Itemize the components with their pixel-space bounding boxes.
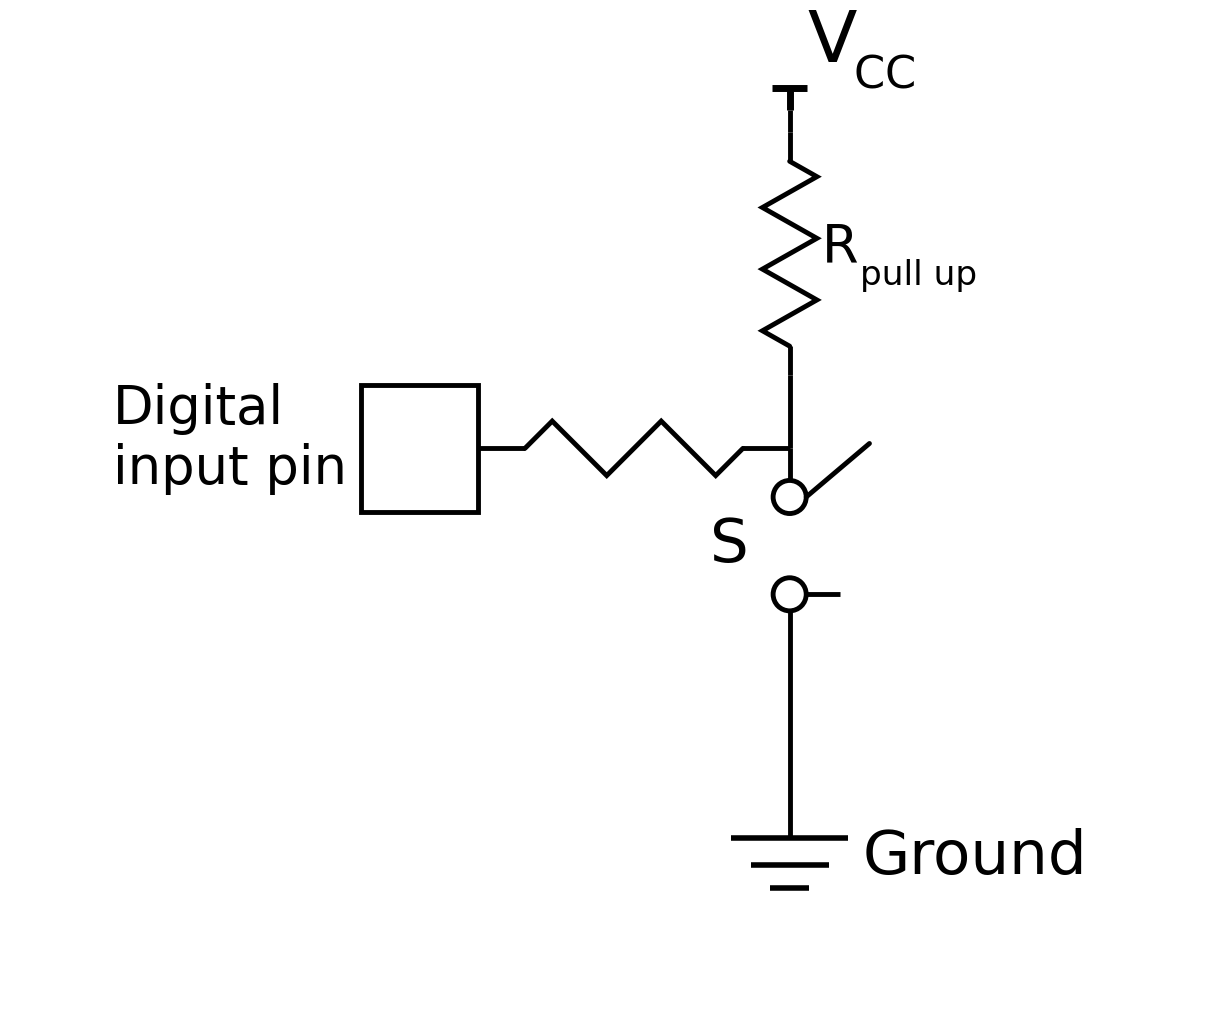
- Text: pull up: pull up: [860, 259, 977, 291]
- Text: S: S: [710, 517, 748, 575]
- Text: Digital
input pin: Digital input pin: [113, 382, 347, 494]
- Bar: [361, 385, 478, 512]
- Text: $\mathregular{V}$: $\mathregular{V}$: [807, 7, 858, 76]
- Text: Ground: Ground: [863, 827, 1088, 887]
- Text: $\mathregular{CC}$: $\mathregular{CC}$: [853, 53, 914, 96]
- Text: $\mathregular{R}$: $\mathregular{R}$: [821, 223, 858, 275]
